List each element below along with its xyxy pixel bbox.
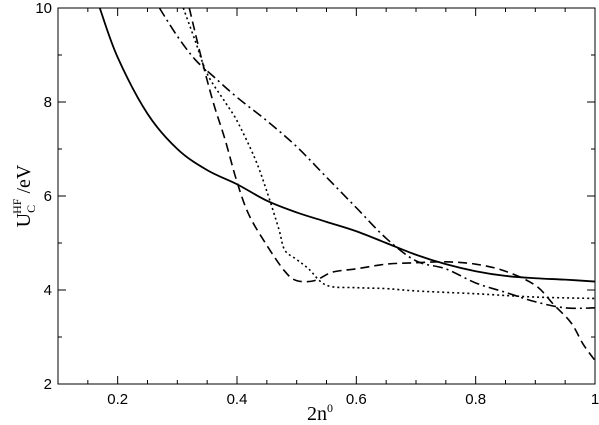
y-tick-label: 8: [44, 94, 52, 111]
tick-labels: 0.2 0.4 0.6 0.8 1 2 4 6 8 10: [35, 0, 599, 408]
plot-frame: [57, 7, 596, 385]
x-axis-title: 2n0: [307, 401, 333, 425]
series-layer: [98, 7, 596, 361]
y-axis-title-unit: /eV: [13, 164, 35, 198]
x-tick-label: 1: [591, 391, 599, 408]
ticks: [58, 7, 596, 385]
series-line-dashdot: [158, 7, 596, 310]
y-axis-title: UCHF /eV: [10, 164, 38, 227]
x-tick-label: 0.8: [465, 391, 486, 408]
y-tick-label: 2: [44, 376, 52, 393]
x-axis-title-base: 2n: [307, 403, 327, 425]
y-axis-title-sup: HF: [10, 198, 24, 214]
x-axis-title-sup: 0: [327, 401, 333, 415]
y-tick-label: 6: [44, 188, 52, 205]
y-axis-title-sub: C: [24, 205, 38, 213]
y-axis-title-base: U: [13, 212, 35, 227]
series-line-dotted: [182, 7, 596, 300]
series-line-solid: [98, 7, 596, 283]
x-tick-label: 0.6: [346, 391, 367, 408]
series-line-dashed: [188, 7, 596, 361]
x-tick-label: 0.4: [227, 391, 248, 408]
y-tick-label: 10: [35, 0, 52, 17]
x-tick-label: 0.2: [107, 391, 128, 408]
y-tick-label: 4: [44, 282, 52, 299]
